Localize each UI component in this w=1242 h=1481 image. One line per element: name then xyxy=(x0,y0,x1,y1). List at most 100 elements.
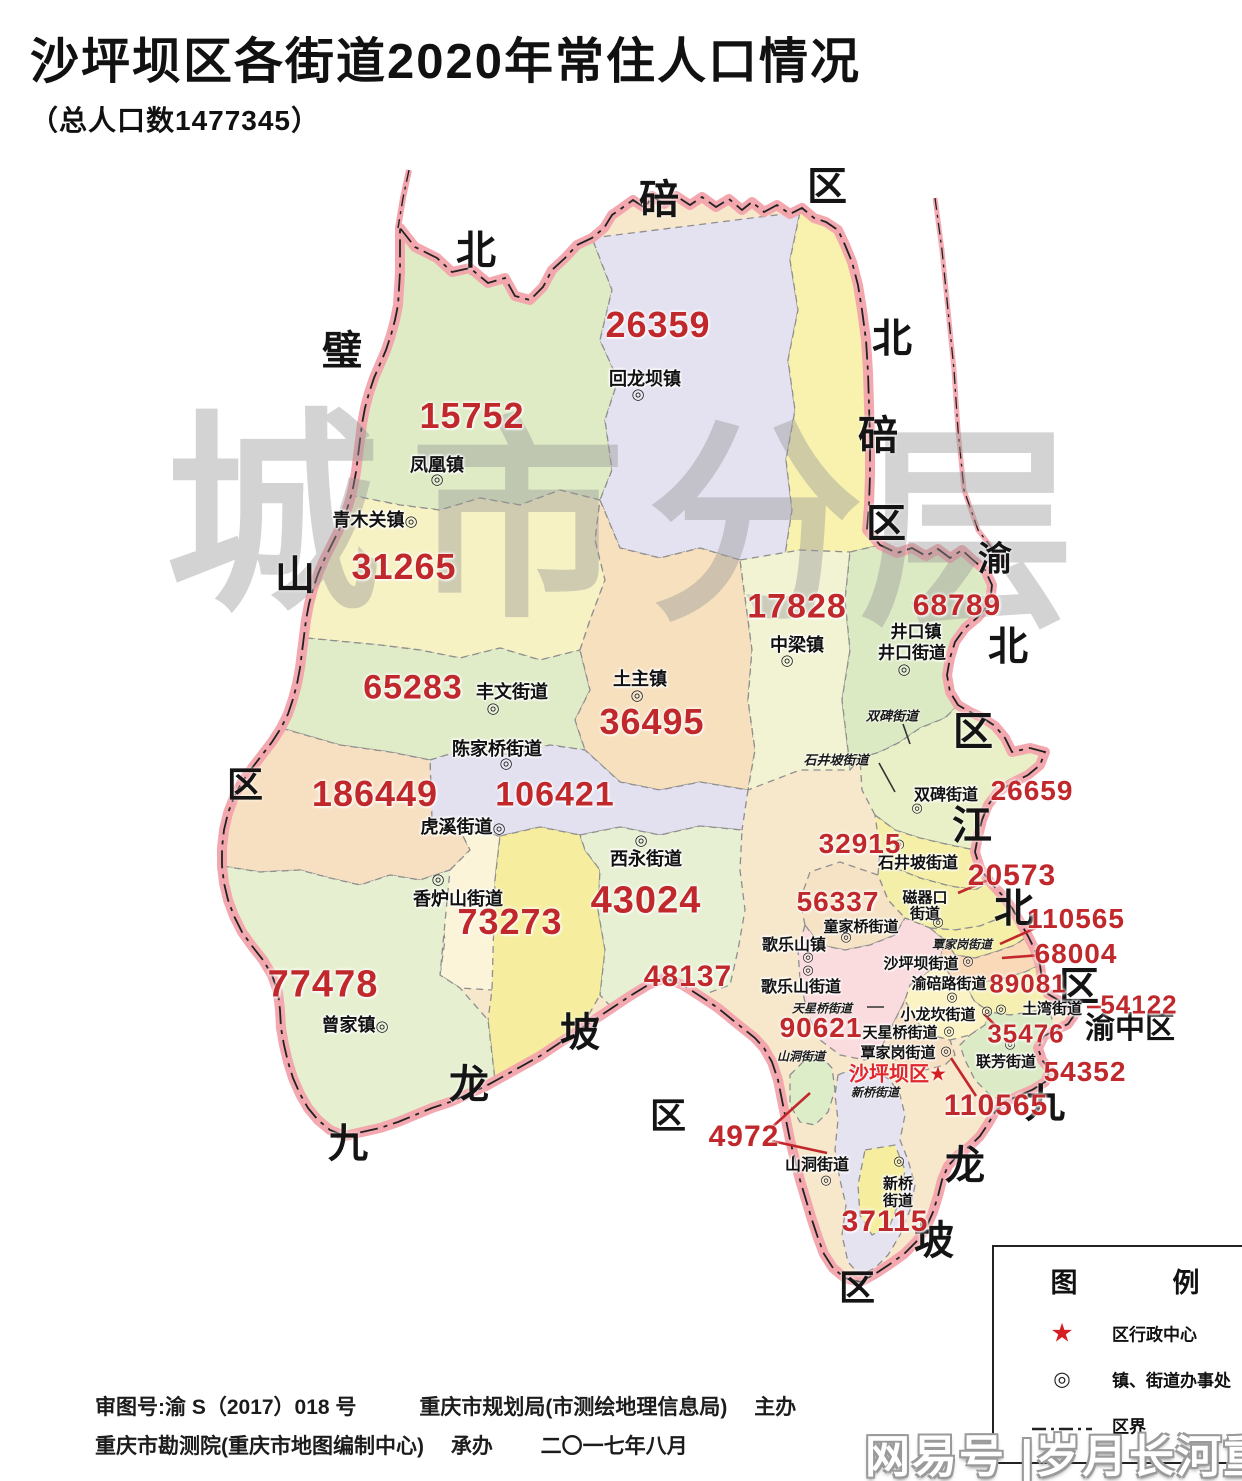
office-icon-geleshan-street: ◎ xyxy=(802,962,814,977)
legend-star-label: 区行政中心 xyxy=(1112,1325,1197,1345)
credit-line2: 重庆市勘测院(重庆市地图编制中心) 承办 二〇一七年八月 xyxy=(95,1435,688,1458)
label-tuwan: 土湾街道 xyxy=(1021,1000,1083,1018)
district-center-label: 沙坪坝区★ xyxy=(849,1058,947,1087)
label-shuangbei: 双碑街道 xyxy=(913,787,979,804)
office-icon-xiaolongkan: ◎ xyxy=(981,1003,993,1018)
label-huxi: 虎溪街道◎ xyxy=(420,813,505,839)
office-icon-fenghuang: ◎ xyxy=(430,471,444,488)
neighbor-jiangbei-b: 北 xyxy=(994,885,1034,932)
label-ciqikou-line2: 街道 xyxy=(909,905,941,923)
neighbor-jiulongpo-e-c: 坡 xyxy=(914,1217,954,1264)
office-icon-tuwan: ◎ xyxy=(995,1001,1007,1016)
region-jingkou xyxy=(841,544,993,771)
neighbor-bishan-c: 区 xyxy=(226,764,264,806)
region-xinqiao-blob xyxy=(857,1144,906,1236)
label-tianxingqiao: 天星桥街道 xyxy=(862,1024,938,1042)
label-shijingpo-script: 石井坡街道 xyxy=(803,752,869,768)
label-ciqikou-line1: 磁器口 xyxy=(902,889,948,907)
office-icon-zhongliang: ◎ xyxy=(780,652,794,669)
neighbor-jiangbei-a: 江 xyxy=(952,802,992,849)
label-yubeilu: 渝碚路街道 xyxy=(911,975,987,993)
office-icon-fengwen: ◎ xyxy=(486,700,500,717)
label-jingkou-town: 井口镇 xyxy=(890,622,942,642)
pop-huxi: 186449 xyxy=(311,773,439,814)
neighbor-jiulongpo-e-a: 九 xyxy=(1025,1080,1065,1127)
neighbor-yubei-a: 渝 xyxy=(978,539,1012,580)
neighbor-jiulongpo-e-b: 龙 xyxy=(945,1142,985,1189)
label-shapingba-jiedao: 沙坪坝街道 xyxy=(883,955,959,973)
office-icon-zengjia: ◎ xyxy=(375,1018,389,1035)
pop-shijingpo: 32915 xyxy=(818,828,902,859)
office-icon-lianfang: ◎ xyxy=(1004,1036,1016,1051)
label-xianglushan: 香炉山街道 xyxy=(413,889,503,909)
office-icon-qinjiagang: ◎ xyxy=(940,1043,952,1058)
office-icon-tongjiaqiao: ◎ xyxy=(840,929,852,944)
office-icon-tianxingqiao: ◎ xyxy=(943,1023,955,1038)
neighbor-boundaries xyxy=(395,169,1007,564)
pop-shuangbei: 26659 xyxy=(990,775,1074,806)
watermark-char: 分 xyxy=(648,405,863,646)
legend-border-label: 区界 xyxy=(1112,1417,1146,1437)
region-ciqikou xyxy=(877,849,1013,931)
pop-xiaolongkan: 35476 xyxy=(987,1018,1065,1049)
pop-lianfang: 54352 xyxy=(1043,1056,1127,1087)
neighbor-yubei-c: 区 xyxy=(953,708,993,755)
neighbor-jiulongpo-e-d: 区 xyxy=(838,1267,876,1309)
office-icon-shandong: ◎ xyxy=(820,1172,832,1187)
office-icon-xinqiao: ◎ xyxy=(893,1153,905,1168)
neighbor-jiulongpo-w-b: 龙 xyxy=(449,1061,489,1108)
page-subtitle: （总人口数1477345） xyxy=(30,105,321,136)
label-qingmuguan-text: 青木关镇 xyxy=(332,510,405,530)
header: 沙坪坝区各街道2020年常住人口情况 （总人口数1477345） xyxy=(30,22,861,139)
script-leader-lines xyxy=(867,723,911,1008)
neighbor-bishan-b: 山 xyxy=(275,552,315,599)
pop-fenghuang: 15752 xyxy=(419,395,525,436)
label-huilongba: 回龙坝镇 xyxy=(609,369,681,389)
pop-ciqikou: 20573 xyxy=(967,859,1057,892)
pop-xiyong: 43024 xyxy=(590,879,702,922)
neighbor-jiulongpo-w-c: 九 xyxy=(328,1120,368,1167)
label-geleshan-town: 歌乐山镇 xyxy=(761,937,827,954)
pop-fengwen: 65283 xyxy=(363,668,463,707)
page-title: 沙坪坝区各街道2020年常住人口情况 xyxy=(30,35,862,89)
district-center-star-icon: ★ xyxy=(929,1063,947,1086)
office-icon-qingmuguan: ◎ xyxy=(404,513,418,530)
label-xiyong: 西永街道 xyxy=(610,849,682,869)
label-xiaolongkan: 小龙坎街道 xyxy=(900,1006,976,1024)
region-tianxingqiao xyxy=(889,999,956,1071)
region-huilongba xyxy=(591,211,801,561)
label-fengwen: 丰文街道 xyxy=(476,682,548,702)
pop-tongjiaqiao: 56337 xyxy=(796,886,880,917)
label-shijingpo: 石井坡街道 xyxy=(877,855,959,872)
pop-yubeilu: 89081 xyxy=(989,968,1067,999)
pop-chenjiaqiao: 106421 xyxy=(495,775,615,814)
label-huxi-text: 虎溪街道 xyxy=(420,817,493,837)
neighbor-yuzhong: 渝中区 xyxy=(1085,1011,1175,1046)
region-shandong-blob xyxy=(789,1054,836,1126)
pop-qinjiagang-callout: 110565 xyxy=(1027,903,1125,934)
pop-zengjia: 77478 xyxy=(267,963,379,1006)
office-icon-yubeilu: ◎ xyxy=(946,989,958,1004)
region-xiaolongkan xyxy=(904,959,991,1041)
office-icon-xiyong: ◎ xyxy=(634,832,648,849)
region-zhongliang xyxy=(739,549,851,791)
label-tianxingqiao-script: 天星桥街道 xyxy=(791,1001,853,1016)
label-xinqiao-line2: 街道 xyxy=(882,1192,914,1210)
district-center-name: 沙坪坝区 xyxy=(849,1063,930,1086)
watermark-char: 市 xyxy=(410,402,625,643)
label-xinqiao-script: 新桥街道 xyxy=(850,1085,900,1100)
office-icon-shijingpo: ◎ xyxy=(893,836,905,851)
office-icon-jingkou: ◎ xyxy=(897,661,911,678)
office-icon-shapingba-jiedao: ◎ xyxy=(962,953,974,968)
pop-zhongliang: 17828 xyxy=(747,587,847,626)
pop-shapingba-jiedao: 68004 xyxy=(1034,938,1118,969)
label-jingkou-street: 井口街道 xyxy=(878,643,946,663)
label-lianfang: 联芳街道 xyxy=(975,1053,1037,1071)
office-icon-tuzhu: ◎ xyxy=(630,687,644,704)
neighbor-beibei-2c: 区 xyxy=(866,500,906,547)
office-icon-huilongba: ◎ xyxy=(631,386,645,403)
credit-line1: 审图号:渝 S（2017）018 号 重庆市规划局(市测绘地理信息局) 主办 xyxy=(95,1396,797,1419)
label-qinjiagang-script: 覃家岗街道 xyxy=(931,937,993,952)
legend-border-line xyxy=(1032,1427,1092,1431)
